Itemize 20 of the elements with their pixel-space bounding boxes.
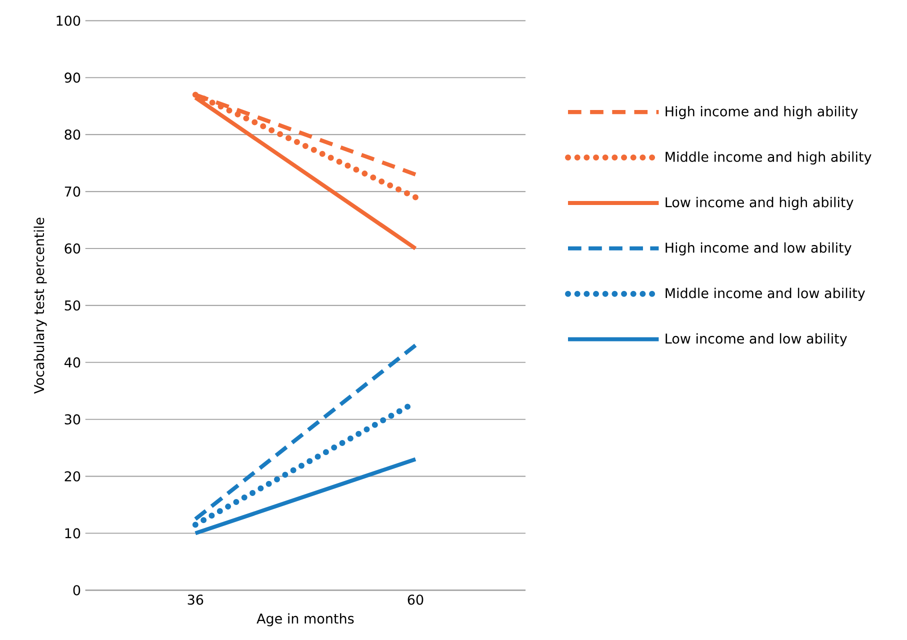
y-tick-label: 30 (64, 414, 80, 424)
y-tick-label: 90 (64, 72, 80, 83)
y-tick-label: 40 (64, 357, 80, 368)
y-tick-label: 70 (64, 186, 80, 197)
text: High income and high ability (666, 106, 858, 119)
x-tick-label: 36 (188, 594, 204, 605)
y-tick-label: 10 (65, 528, 80, 538)
y-tick-label: 20 (64, 471, 80, 482)
text: Middle income and high ability (666, 151, 872, 164)
text: Low income and high ability (666, 196, 854, 210)
text: Middle income and low ability (666, 288, 866, 301)
y-tick-label: 80 (64, 129, 80, 140)
y-tick-label: 100 (56, 15, 80, 26)
x-axis-title: Age in months (256, 613, 354, 626)
y-tick-label: 50 (64, 300, 80, 310)
y-tick-label: 60 (64, 243, 80, 254)
y-tick-label: 0 (73, 585, 80, 596)
y-axis-title: Vocabulary test percentile (34, 218, 47, 394)
text: Low income and low ability (666, 333, 847, 346)
text: High income and low ability (666, 242, 852, 256)
